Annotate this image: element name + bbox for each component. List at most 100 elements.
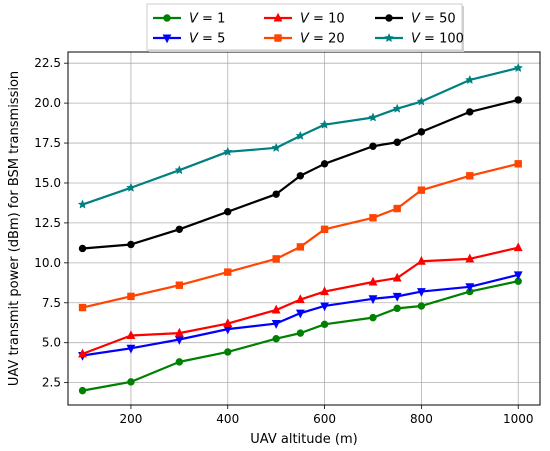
data-point	[465, 253, 475, 263]
legend-label: V = 20	[300, 32, 345, 47]
data-point	[393, 304, 401, 313]
data-point	[417, 186, 426, 194]
data-point	[296, 172, 305, 180]
data-point	[392, 272, 402, 282]
data-point	[369, 313, 377, 322]
data-point	[296, 329, 305, 337]
series-line	[82, 98, 519, 250]
data-point	[272, 190, 280, 198]
data-point	[514, 96, 522, 104]
legend-marker	[273, 12, 283, 22]
data-point	[417, 128, 426, 136]
legend-marker	[385, 14, 393, 22]
series-line	[82, 246, 519, 355]
data-point	[126, 330, 136, 340]
axis-ticks: 200 400 600 800 1000 2.5 5.0 7.5 10.0 12.5 15.0 17.…	[34, 56, 533, 426]
x-tick-label: 200	[119, 412, 142, 426]
plot-area	[67, 51, 541, 406]
data-point	[224, 268, 232, 276]
series-5	[77, 62, 524, 209]
data-point	[392, 103, 402, 113]
data-point	[223, 318, 233, 328]
legend-marker	[384, 32, 394, 43]
data-point	[320, 225, 329, 233]
data-point	[295, 309, 305, 319]
y-tick-label: 7.5	[42, 296, 61, 310]
data-point	[416, 288, 426, 297]
series-0	[78, 277, 522, 395]
data-point	[175, 225, 184, 233]
y-tick-label: 22.5	[34, 56, 61, 70]
series-1	[78, 271, 523, 361]
y-tick-label: 2.5	[42, 376, 61, 390]
data-point	[416, 255, 426, 265]
data-point	[416, 96, 427, 106]
data-point	[319, 119, 330, 129]
data-point	[126, 182, 136, 192]
data-point	[271, 320, 281, 329]
y-tick-label: 15.0	[34, 176, 61, 190]
data-point	[126, 344, 136, 354]
data-point	[78, 244, 87, 253]
series-line	[82, 162, 519, 309]
x-axis-label: UAV altitude (m)	[250, 432, 357, 447]
data-point	[127, 378, 135, 386]
series-line	[82, 273, 519, 357]
data-point	[513, 271, 523, 281]
legend-item: V = 5	[153, 32, 225, 47]
data-point	[224, 348, 232, 356]
data-point	[320, 302, 329, 312]
data-point	[465, 283, 475, 293]
data-point	[295, 294, 305, 304]
grid-lines	[68, 52, 540, 405]
data-point	[393, 138, 401, 146]
data-point	[175, 358, 184, 366]
legend-label: V = 100	[411, 32, 464, 47]
x-tick-label: 800	[410, 412, 433, 426]
data-point	[127, 292, 135, 301]
data-point	[392, 292, 402, 302]
legend-box	[146, 3, 463, 51]
data-point	[271, 304, 281, 314]
legend-item: V = 50	[375, 12, 456, 27]
legend-item: V = 20	[264, 32, 345, 47]
series-2	[78, 242, 523, 358]
data-point	[174, 327, 184, 337]
legend-marker	[162, 34, 172, 44]
data-point	[222, 146, 233, 156]
y-axis-label: UAV transmit power (dBm) for BSM transmi…	[7, 71, 22, 386]
data-point	[466, 108, 474, 116]
legend-label: V = 5	[189, 32, 225, 47]
y-tick-label: 10.0	[34, 256, 61, 270]
data-point	[320, 160, 329, 168]
data-point	[77, 199, 88, 209]
data-point	[296, 243, 305, 251]
series-3	[78, 160, 522, 312]
data-point	[78, 386, 87, 395]
data-point	[513, 62, 524, 73]
data-point	[465, 74, 475, 85]
legend-marker	[163, 14, 171, 22]
data-point	[295, 130, 306, 140]
data-point	[174, 165, 185, 175]
data-point	[320, 320, 329, 329]
y-tick-label: 12.5	[34, 216, 61, 230]
series-layer	[77, 62, 524, 395]
legend: V = 1 V = 5 V = 10 V = 20 V = 50 V = 100	[146, 3, 464, 52]
data-point	[78, 348, 87, 358]
legend-label: V = 1	[189, 12, 225, 27]
y-tick-label: 5.0	[42, 336, 61, 350]
data-point	[466, 172, 474, 180]
series-4	[78, 96, 522, 253]
y-tick-label: 20.0	[34, 96, 61, 110]
legend-marker	[274, 34, 282, 42]
legend-label: V = 10	[300, 12, 345, 27]
data-point	[369, 214, 377, 222]
data-point	[320, 286, 329, 296]
data-point	[513, 242, 523, 252]
data-point	[369, 142, 377, 150]
data-point	[127, 240, 135, 249]
x-tick-label: 1000	[503, 412, 534, 426]
data-point	[271, 142, 281, 152]
